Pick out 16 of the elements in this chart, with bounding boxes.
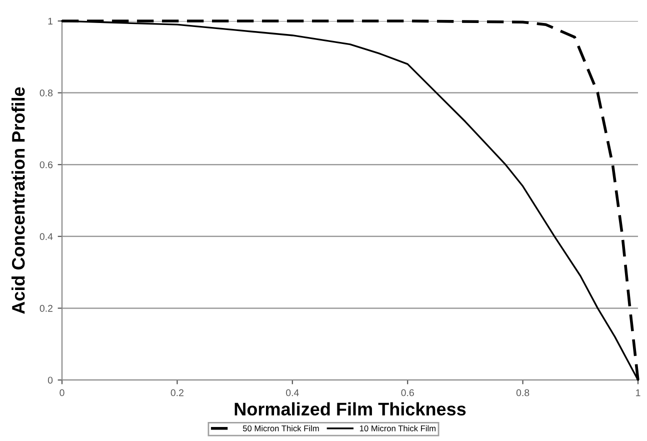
x-tick-label: 0.2 [170, 389, 184, 396]
x-tick-label: 0.6 [401, 389, 414, 396]
x-axis-title: Normalized Film Thickness [234, 402, 466, 416]
y-tick-label: 1 [48, 18, 52, 25]
x-tick-label: 0.4 [286, 389, 299, 396]
legend-label: 50 Micron Thick Film [242, 425, 319, 432]
x-tick-label: 0.8 [516, 389, 530, 396]
y-axis-title: Acid Concentration Profile [12, 87, 25, 314]
y-tick-label: 0.8 [40, 90, 53, 96]
y-tick-label: 0 [48, 376, 53, 384]
x-tick-label: 0 [60, 389, 64, 396]
y-tick-label: 0.4 [40, 233, 53, 240]
y-tick-label: 0.6 [40, 161, 53, 168]
y-tick-label: 0.2 [40, 304, 52, 312]
x-tick-label: 1 [636, 389, 640, 396]
legend-label: 10 Micron Thick Film [360, 425, 436, 432]
